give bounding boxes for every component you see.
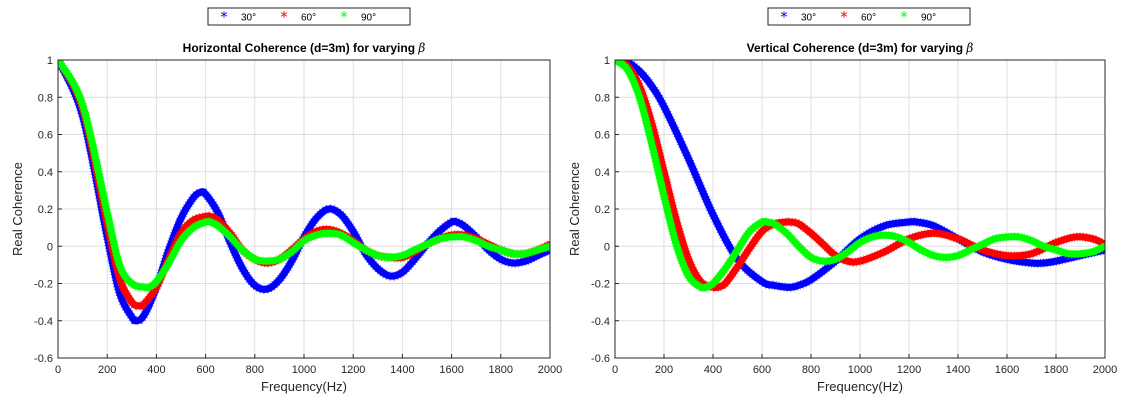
chart2-legend-box [767,7,971,26]
chart2-x-tick-label: 400 [704,364,722,376]
chart1-plot: 0 200 400 600 800 1000 1200 1400 1600 1800 2000 1 0.… [10,7,562,394]
chart1-title-symbol: β [417,41,425,55]
chart2-plot: 0 200 400 600 800 1000 1200 1400 1600 1800 2000 1 0.… [567,7,1117,394]
chart1-y-tick-label: -0.4 [34,316,53,328]
chart1-x-tick-label: 400 [147,364,165,376]
chart2-legend-label: 30° [801,13,816,24]
chart1-x-tick-label: 200 [98,364,116,376]
chart2-legend-label: 60° [861,13,876,24]
chart1-legend: * 30° * 60° * 90° [207,7,411,26]
chart1-y-tick-label: 0.2 [38,204,53,216]
chart2-x-tick-label: 600 [753,364,771,376]
chart2-x-tick-label: 200 [655,364,673,376]
chart2-title: Vertical Coherence (d=3m) for varying β [747,41,974,55]
chart2-y-tick-label: 0 [604,241,610,253]
chart2-legend-marker: * [780,8,788,26]
chart2-legend-marker: * [900,8,908,26]
chart2-x-tick-label: 1000 [848,364,872,376]
chart1-x-tick-label: 800 [246,364,264,376]
chart2-x-tick-label: 1800 [1044,364,1068,376]
chart2-x-tick-label: 0 [612,364,618,376]
chart2-x-tick-label: 1600 [995,364,1019,376]
chart2-series-3 [615,60,1105,293]
chart1-legend-marker: * [340,8,348,26]
chart2-y-tick-label: 0.2 [595,204,610,216]
chart1-y-tick-label: 0.4 [38,167,53,179]
chart2-x-tick-label: 1400 [946,364,970,376]
chart2-axes-box [614,59,1106,359]
chart2-title-symbol: β [965,41,973,55]
chart2-y-tick-label: 1 [604,55,610,67]
chart1-x-axis-label: Frequency(Hz) [261,379,347,394]
chart1-legend-box [207,7,411,26]
chart1-legend-label: 30° [241,13,256,24]
chart2-x-axis-label: Frequency(Hz) [817,379,903,394]
chart1-y-tick-label: -0.2 [34,279,53,291]
chart1-x-tick-label: 600 [196,364,214,376]
chart2-series-markers [615,60,1105,293]
chart1-axes-box [57,59,551,359]
chart1-legend-marker: * [280,8,288,26]
chart2-y-tick-label: 0.8 [595,92,610,104]
chart1-y-tick-label: 0.6 [38,130,53,142]
chart2-y-tick-label: -0.2 [591,279,610,291]
chart2-y-tick-label: 0.4 [595,167,610,179]
chart1-x-tick-label: 1600 [439,364,463,376]
chart1-y-tick-label: -0.6 [34,353,53,365]
chart2-legend-marker: * [840,8,848,26]
chart2-series-2 [615,60,1105,293]
chart1-y-tick-label: 0 [47,241,53,253]
chart1-x-tick-label: 1000 [292,364,316,376]
chart1-legend-label: 90° [361,13,376,24]
chart2-x-tick-label: 1200 [897,364,921,376]
chart1-x-tick-label: 1400 [390,364,414,376]
chart2-x-tick-label: 2000 [1093,364,1117,376]
chart2-y-tick-label: -0.4 [591,316,610,328]
chart1-y-tick-label: 0.8 [38,92,53,104]
chart1-legend-marker: * [220,8,228,26]
chart1-x-tick-label: 0 [55,364,61,376]
chart2-y-tick-label: -0.6 [591,353,610,365]
chart2-legend-label: 90° [921,13,936,24]
chart1-legend-label: 60° [301,13,316,24]
chart2-y-tick-label: 0.6 [595,130,610,142]
chart2-legend: * 30° * 60° * 90° [767,7,971,26]
chart1-x-tick-label: 1800 [489,364,513,376]
chart2-series-markers [615,60,1105,292]
chart2-y-axis-label: Real Coherence [567,162,582,256]
chart1-x-tick-label: 2000 [538,364,562,376]
chart1-title: Horizontal Coherence (d=3m) for varying … [183,41,426,55]
chart2-x-tick-label: 800 [802,364,820,376]
chart1-x-tick-label: 1200 [341,364,365,376]
chart1-series-line [58,60,550,292]
chart1-y-axis-label: Real Coherence [10,162,25,256]
chart1-y-tick-label: 1 [47,55,53,67]
